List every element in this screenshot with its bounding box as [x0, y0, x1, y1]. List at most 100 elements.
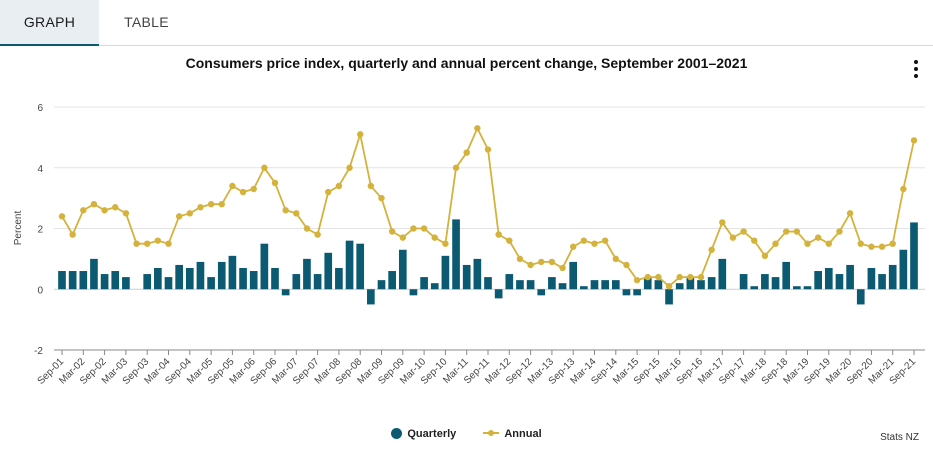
tab-graph[interactable]: GRAPH	[0, 0, 99, 46]
annual-point	[900, 185, 907, 193]
annual-point	[868, 243, 875, 250]
quarterly-bar	[686, 277, 695, 290]
annual-point	[101, 207, 108, 214]
annual-point	[399, 234, 406, 241]
annual-point	[495, 231, 502, 238]
annual-point	[570, 243, 577, 250]
annual-point	[186, 210, 193, 217]
quarterly-bar	[185, 267, 194, 290]
quarterly-bar	[335, 267, 343, 290]
quarterly-bar	[771, 277, 780, 290]
quarterly-bar	[473, 258, 482, 290]
annual-point	[367, 182, 375, 190]
annual-point	[527, 261, 534, 269]
tab-table[interactable]: TABLE	[124, 14, 169, 30]
annual-point	[559, 264, 566, 272]
quarterly-bar	[271, 267, 279, 290]
annual-point	[271, 179, 279, 187]
annual-point	[910, 137, 918, 144]
annual-point	[154, 237, 162, 244]
quarterly-bar	[867, 267, 876, 290]
quarterly-bar	[697, 280, 705, 290]
annual-point	[751, 237, 758, 244]
annual-point	[218, 201, 225, 208]
annual-point	[697, 273, 705, 281]
quarterly-bar	[324, 252, 333, 290]
legend-item-annual[interactable]: Annual	[483, 428, 542, 440]
quarterly-bar	[217, 261, 226, 290]
quarterly-bar	[548, 277, 556, 290]
quarterly-bar	[239, 267, 247, 290]
quarterly-bar	[516, 280, 524, 290]
annual-point	[484, 146, 492, 153]
annual-point	[410, 225, 417, 232]
quarterly-bar	[910, 222, 918, 290]
quarterly-bar	[569, 261, 578, 290]
annual-point	[644, 273, 651, 281]
quarterly-bar	[750, 286, 759, 290]
quarterly-bar	[452, 219, 460, 290]
annual-point	[538, 258, 545, 266]
annual-point	[378, 194, 385, 202]
quarterly-bar	[58, 271, 66, 290]
quarterly-bar	[856, 289, 865, 305]
annual-point	[601, 237, 609, 244]
quarterly-bar	[611, 280, 620, 290]
annual-point	[133, 240, 140, 247]
annual-point	[729, 234, 737, 241]
quarterly-bar	[675, 283, 684, 290]
quarterly-bar	[420, 277, 428, 290]
annual-point	[388, 228, 396, 235]
annual-point	[687, 273, 694, 281]
quarterly-bar	[175, 264, 183, 290]
annual-point	[325, 188, 332, 196]
annual-point	[69, 231, 76, 238]
quarterly-bar	[367, 289, 375, 305]
quarterly-bar	[377, 280, 386, 290]
legend: Quarterly Annual	[0, 428, 933, 440]
annual-point	[825, 240, 832, 247]
annual-point	[783, 228, 790, 235]
quarterly-bar	[580, 286, 588, 290]
annual-point	[516, 255, 524, 263]
annual-point	[335, 182, 343, 190]
annual-point	[90, 201, 98, 208]
quarterly-bar	[793, 286, 801, 290]
annual-point	[261, 164, 268, 171]
quarterly-bar	[803, 286, 812, 290]
annual-point	[846, 210, 854, 217]
quarterly-swatch-icon	[391, 428, 403, 440]
quarterly-bar	[260, 243, 269, 290]
annual-point	[314, 231, 321, 238]
tab-bar: GRAPH TABLE	[0, 0, 933, 46]
quarterly-bar	[441, 255, 450, 290]
quarterly-bar	[228, 255, 237, 290]
annual-point	[708, 246, 715, 253]
quarterly-bar	[494, 289, 503, 299]
annual-point	[197, 204, 204, 211]
quarterly-bar	[207, 277, 215, 290]
more-vertical-icon[interactable]	[906, 58, 926, 80]
annual-point	[452, 164, 460, 171]
annual-point	[878, 243, 886, 250]
annual-point	[772, 240, 779, 247]
quarterly-bar	[90, 258, 98, 290]
y-tick-label: 2	[37, 225, 43, 236]
quarterly-bar	[430, 283, 439, 290]
quarterly-bar	[122, 277, 130, 290]
annual-point	[804, 240, 811, 247]
annual-point	[591, 240, 598, 247]
quarterly-bar	[782, 261, 791, 290]
annual-point	[665, 283, 673, 290]
quarterly-bar	[111, 271, 120, 290]
legend-label-quarterly: Quarterly	[407, 428, 457, 441]
quarterly-bar	[899, 249, 908, 290]
legend-item-quarterly[interactable]: Quarterly	[391, 428, 456, 440]
quarterly-bar	[388, 271, 396, 290]
quarterly-bar	[196, 261, 205, 290]
quarterly-bar	[558, 283, 567, 290]
annual-point	[719, 219, 726, 226]
quarterly-bar	[537, 289, 546, 296]
quarterly-bar	[409, 289, 418, 296]
quarterly-bar	[164, 277, 173, 290]
